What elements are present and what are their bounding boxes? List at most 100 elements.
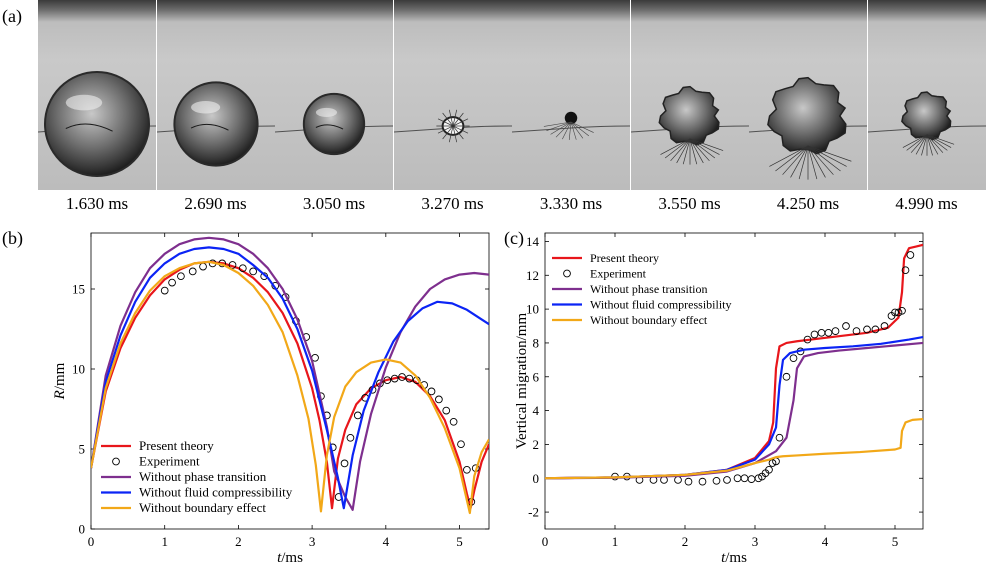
chart-radius: 0 1 2 3 4 5 0 5 10 15 t/ms R/mm Present theoryExperi…: [52, 232, 490, 566]
data-point: [249, 267, 257, 276]
data-point: [660, 476, 668, 484]
frame-time-label: 4.990 ms: [895, 194, 958, 213]
legend-label: Present theory: [590, 251, 659, 265]
photo-frame: [512, 0, 630, 190]
series-line: [91, 246, 489, 510]
data-point: [199, 262, 207, 271]
axes-box: [90, 232, 490, 530]
data-point: [901, 266, 910, 275]
data-point: [674, 476, 682, 484]
data-point: [698, 477, 707, 486]
data-point: [747, 475, 756, 483]
legend-label: Without phase transition: [139, 469, 267, 484]
series-line: [91, 260, 489, 510]
data-point: [177, 272, 185, 281]
y-axis-label: R/mm: [52, 362, 68, 400]
x-tick-label: 3: [309, 534, 316, 549]
data-point: [427, 387, 436, 396]
x-tick-label: 0: [88, 534, 95, 549]
x-tick-label: 2: [682, 534, 689, 549]
y-tick-label: 15: [72, 282, 85, 297]
legend-label: Without fluid compressibility: [590, 298, 732, 312]
x-axis-label-unit: /ms: [725, 550, 747, 566]
data-point: [346, 433, 355, 442]
frame-time-label: 3.330 ms: [539, 194, 603, 213]
legend-marker: [112, 457, 120, 466]
y-tick-label: 8: [533, 335, 540, 350]
data-point: [765, 465, 773, 474]
data-point: [898, 306, 906, 315]
legend-label: Without boundary effect: [590, 313, 708, 327]
y-tick-label: 10: [526, 302, 539, 317]
x-tick-label: 5: [892, 534, 899, 549]
data-point: [880, 322, 889, 330]
photo-strip: [38, 0, 986, 190]
data-point: [863, 325, 871, 334]
panel-label-c: (c): [504, 228, 524, 248]
data-point: [168, 278, 176, 287]
data-point: [390, 374, 399, 383]
data-point: [782, 372, 791, 381]
data-point: [803, 335, 812, 344]
y-tick-label: 12: [526, 268, 539, 283]
data-point: [810, 330, 819, 339]
series-line: [91, 260, 489, 515]
data-point: [238, 264, 247, 273]
panel-label-a: (a): [2, 6, 22, 26]
frame-time-label: 4.250 ms: [776, 194, 840, 213]
data-point: [340, 459, 349, 468]
x-axis-label-var: t: [277, 550, 282, 566]
y-tick-label: -2: [528, 505, 539, 520]
data-point: [383, 376, 392, 385]
series-line: [91, 236, 489, 511]
x-tick-label: 3: [752, 534, 759, 549]
legend-marker: [563, 269, 571, 278]
plot-area: [545, 243, 923, 486]
x-tick-label: 2: [235, 534, 242, 549]
data-point: [842, 322, 850, 330]
data-point: [160, 286, 169, 295]
y-tick-label: 6: [533, 369, 540, 384]
data-point: [398, 373, 406, 381]
y-axis-label-unit: /mm: [52, 362, 68, 390]
legend-label: Experiment: [590, 267, 647, 281]
data-point: [871, 325, 880, 334]
data-point: [831, 327, 840, 335]
x-tick-label: 0: [542, 534, 549, 549]
data-point: [733, 474, 742, 483]
frame-time-label: 1.630 ms: [65, 194, 129, 213]
photo-frame: [630, 0, 749, 190]
series-line: [545, 341, 923, 480]
y-tick-label: 14: [526, 234, 540, 249]
data-point: [906, 251, 915, 259]
axes-box: [544, 232, 924, 530]
data-point: [463, 465, 471, 474]
data-point: [405, 374, 414, 383]
data-point: [891, 308, 899, 317]
data-point: [824, 328, 833, 337]
data-point: [457, 440, 465, 449]
y-axis-label: Vertical migration/mm: [514, 313, 530, 450]
data-point: [817, 328, 826, 337]
x-tick-label: 1: [612, 534, 619, 549]
data-point: [353, 411, 362, 420]
data-point: [754, 474, 763, 483]
y-tick-label: 2: [533, 437, 540, 452]
data-point: [188, 267, 197, 276]
photo-frame: [867, 0, 986, 190]
frame-time-label: 3.550 ms: [658, 194, 721, 213]
legend-label: Without boundary effect: [139, 500, 266, 515]
y-tick-label: 10: [72, 362, 85, 377]
data-point: [894, 308, 903, 317]
data-point: [712, 476, 721, 485]
series-line: [545, 335, 923, 480]
y-tick-label: 0: [533, 471, 540, 486]
x-tick-label: 4: [383, 534, 390, 549]
frame-time-label: 3.050 ms: [302, 194, 366, 213]
x-tick-label: 4: [822, 534, 829, 549]
photo-frame: [749, 0, 867, 190]
data-point: [435, 395, 443, 404]
x-axis-label-unit: /ms: [281, 550, 303, 566]
legend-label: Without fluid compressibility: [139, 485, 293, 500]
y-tick-label: 4: [533, 403, 540, 418]
